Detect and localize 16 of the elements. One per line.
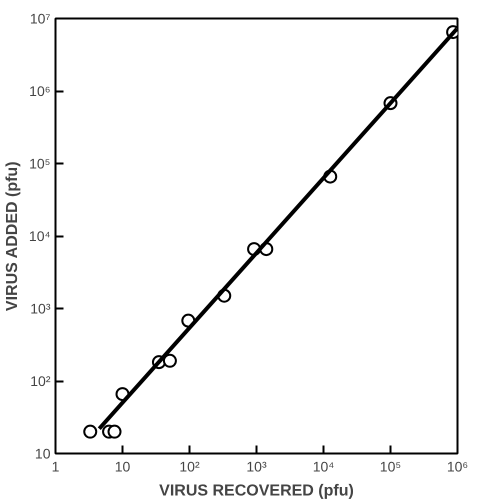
- x-tick-label: 10⁴: [312, 458, 334, 474]
- y-tick-label: 10⁵: [29, 156, 51, 172]
- y-axis-title: VIRUS ADDED (pfu): [4, 161, 21, 312]
- x-tick-label: 10⁵: [380, 458, 402, 474]
- y-tick-label: 10²: [30, 373, 51, 389]
- y-tick-label: 10⁶: [29, 83, 51, 99]
- x-tick-label: 10³: [246, 458, 267, 474]
- y-tick-label: 10³: [30, 300, 51, 316]
- x-tick-label: 1: [52, 458, 60, 474]
- x-tick-label: 10²: [179, 458, 200, 474]
- x-axis-title: VIRUS RECOVERED (pfu): [159, 482, 354, 500]
- y-tick-label: 10⁴: [28, 228, 51, 244]
- y-tick-label: 10: [34, 446, 51, 462]
- y-tick-label: 10⁷: [30, 10, 51, 26]
- x-tick-label: 10⁶: [446, 458, 468, 474]
- x-tick-label: 10: [114, 458, 130, 474]
